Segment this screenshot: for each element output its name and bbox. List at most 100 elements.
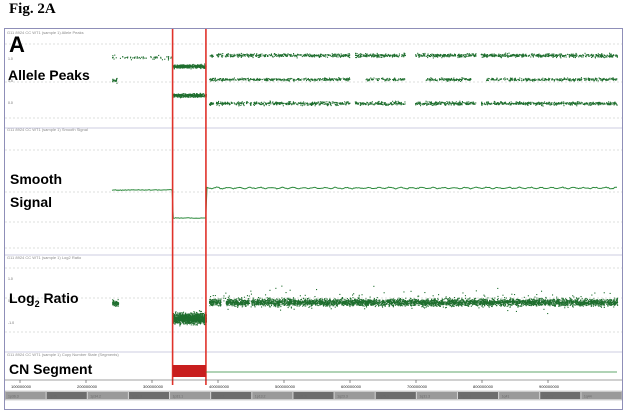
data-point <box>541 79 543 81</box>
data-point <box>195 95 197 97</box>
data-point <box>384 103 386 105</box>
data-point <box>499 78 501 80</box>
data-point <box>426 104 428 106</box>
data-point <box>504 77 506 79</box>
data-point <box>519 53 521 55</box>
data-point <box>507 56 509 58</box>
data-point <box>563 103 565 105</box>
data-point <box>332 79 334 81</box>
data-point <box>188 65 190 67</box>
data-point <box>252 79 254 81</box>
data-point <box>330 105 332 107</box>
data-point <box>359 53 361 55</box>
data-point <box>493 56 495 58</box>
data-point <box>221 80 223 82</box>
data-point <box>400 103 402 105</box>
data-point <box>251 54 253 56</box>
data-point <box>398 53 400 55</box>
data-point <box>460 299 462 301</box>
data-point <box>418 55 420 57</box>
data-point <box>475 300 477 302</box>
data-point <box>114 79 116 81</box>
data-point <box>459 103 461 105</box>
data-point <box>116 77 118 79</box>
data-point <box>576 101 578 103</box>
data-point <box>179 95 181 97</box>
data-point <box>199 65 201 67</box>
data-point <box>238 79 240 81</box>
data-point <box>551 102 553 104</box>
data-point <box>562 79 564 81</box>
data-point <box>284 102 286 104</box>
data-point <box>370 77 372 79</box>
data-point <box>287 79 289 81</box>
data-point <box>440 102 442 104</box>
data-point <box>232 300 234 302</box>
data-point <box>339 55 341 57</box>
data-point <box>530 79 532 81</box>
data-point <box>324 103 326 105</box>
data-point <box>211 56 213 58</box>
data-point <box>258 54 260 56</box>
data-point <box>182 67 184 69</box>
data-point <box>517 102 519 104</box>
data-point <box>401 56 403 58</box>
data-point <box>431 104 433 106</box>
data-point <box>466 78 468 80</box>
data-point <box>460 79 462 81</box>
data-point <box>435 101 437 103</box>
data-point <box>308 55 310 57</box>
data-point <box>544 55 546 57</box>
data-point <box>588 55 590 57</box>
data-point <box>303 304 305 306</box>
data-point <box>443 79 445 81</box>
data-point <box>431 301 433 303</box>
data-point <box>340 102 342 104</box>
data-point <box>607 103 609 105</box>
data-point <box>180 65 182 67</box>
data-point <box>465 56 467 58</box>
data-point <box>112 81 114 83</box>
data-point <box>519 79 521 81</box>
data-point <box>490 54 492 56</box>
data-point <box>373 53 375 55</box>
data-point <box>334 53 336 55</box>
data-point <box>524 78 526 80</box>
data-point <box>246 103 248 105</box>
data-point <box>228 104 230 106</box>
data-point <box>312 103 314 105</box>
data-point <box>544 79 546 81</box>
data-point <box>581 56 583 58</box>
data-point <box>212 54 214 56</box>
data-point <box>542 302 544 304</box>
data-point <box>453 77 455 79</box>
data-point <box>562 78 564 80</box>
data-point <box>431 103 433 105</box>
data-point <box>264 298 266 300</box>
data-point <box>427 103 429 105</box>
data-point <box>519 77 521 79</box>
data-point <box>315 54 317 56</box>
data-point <box>320 53 322 55</box>
data-point <box>342 103 344 105</box>
data-point <box>455 79 457 81</box>
data-point <box>545 79 547 81</box>
data-point <box>362 102 364 104</box>
data-point <box>410 302 412 304</box>
data-point <box>295 54 297 56</box>
data-point <box>386 55 388 57</box>
data-point <box>286 303 288 305</box>
data-point <box>289 55 291 57</box>
data-point <box>258 79 260 81</box>
data-point <box>615 79 617 81</box>
data-point <box>401 79 403 81</box>
data-point <box>222 103 224 105</box>
data-point <box>307 104 309 106</box>
data-point <box>380 103 382 105</box>
data-point <box>181 67 183 69</box>
data-point <box>190 95 192 97</box>
data-point <box>486 79 488 81</box>
data-point <box>304 104 306 106</box>
data-point <box>419 303 421 305</box>
data-point <box>332 55 334 57</box>
